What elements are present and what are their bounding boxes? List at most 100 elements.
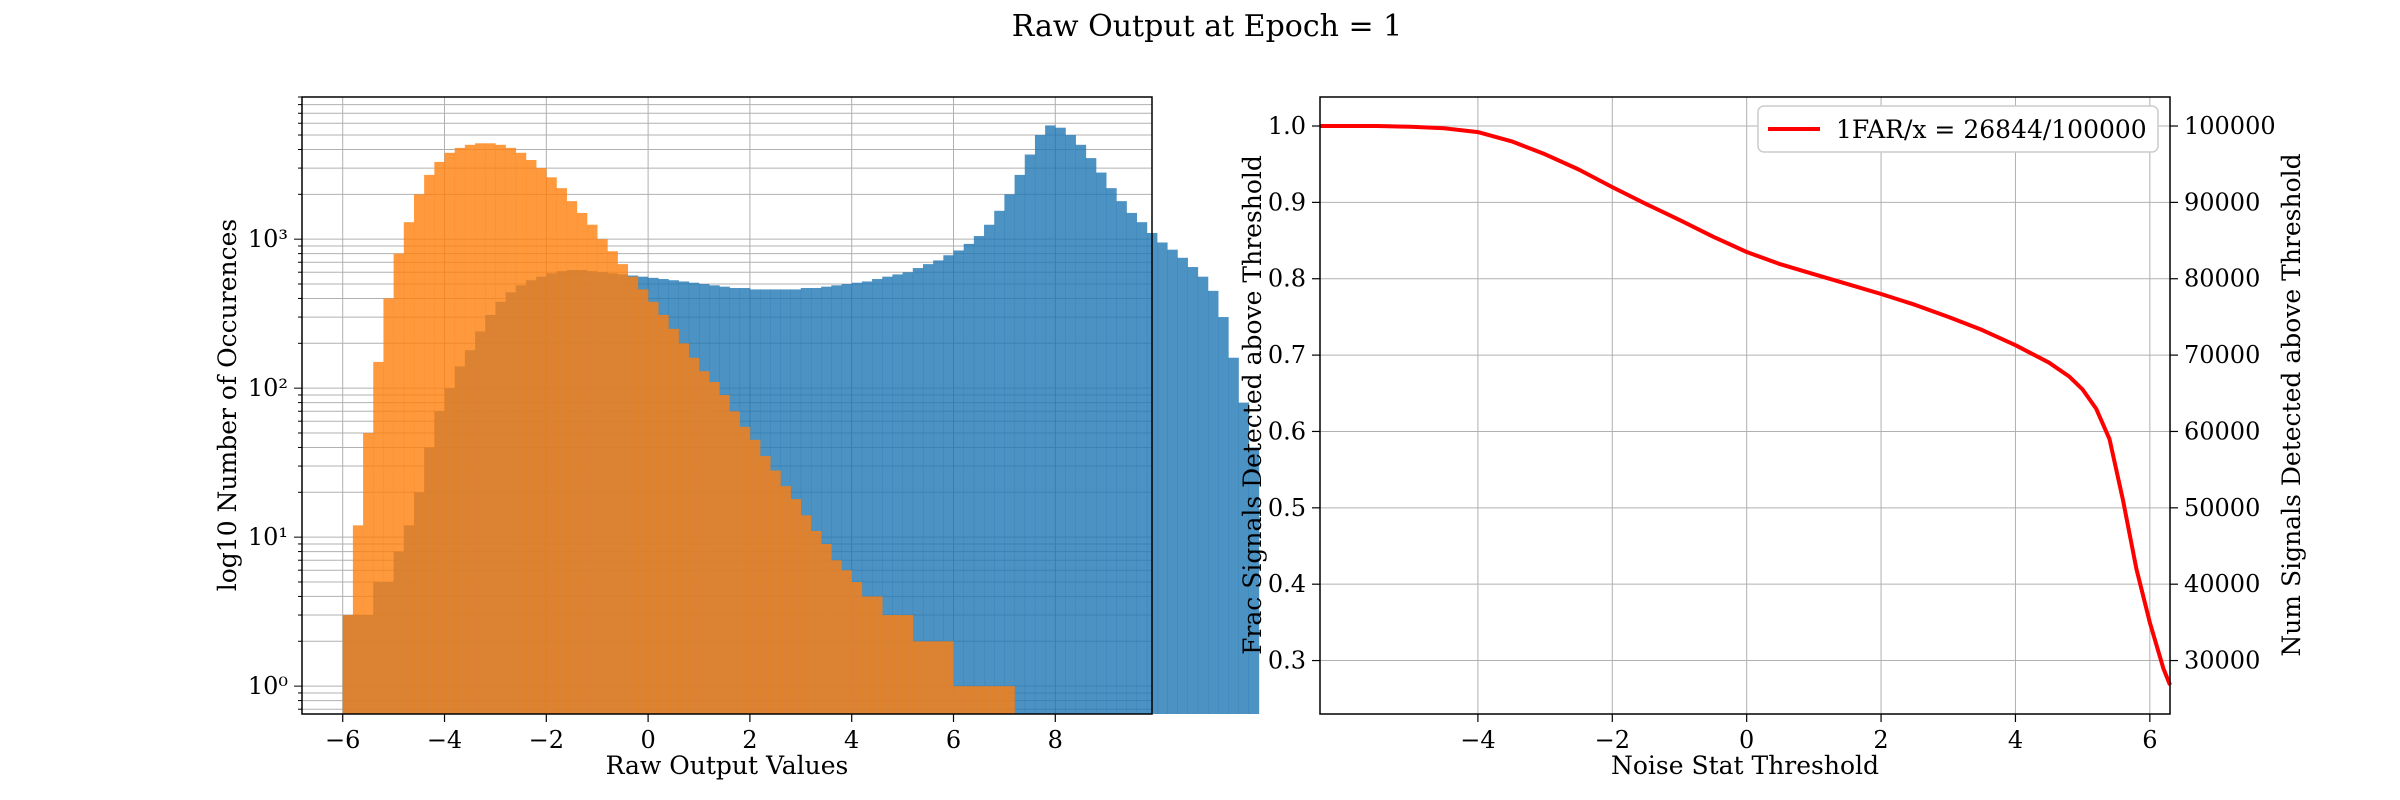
line-chart-y2-tick-label: 40000 xyxy=(2184,570,2260,598)
line-chart-y-axis-label: Frac Signals Detected above Threshold xyxy=(1238,155,1267,655)
histogram-bar-series-a xyxy=(973,236,985,715)
histogram-bar-series-b xyxy=(576,212,588,714)
histogram-bar-series-a xyxy=(922,264,934,714)
histogram-y-tick-label: 10² xyxy=(248,374,288,402)
histogram-bar-series-b xyxy=(403,222,415,714)
histogram-bar-series-b xyxy=(841,570,853,714)
histogram-bar-series-b xyxy=(485,143,496,714)
line-chart-x-tick-label: −4 xyxy=(1460,726,1495,754)
histogram-bar-series-a xyxy=(902,272,914,714)
histogram-bar-series-a xyxy=(1106,188,1117,714)
histogram-bar-series-b xyxy=(739,426,751,714)
line-chart-y2-axis-label: Num Signals Detected above Threshold xyxy=(2277,153,2306,656)
histogram-y-axis-label: log10 Number of Occurences xyxy=(213,219,242,592)
histogram-bar-series-a xyxy=(1136,222,1148,714)
line-chart-y-tick-label: 0.9 xyxy=(1268,188,1306,216)
histogram-bar-series-b xyxy=(475,143,486,714)
line-chart-y-tick-label: 0.5 xyxy=(1268,494,1306,522)
histogram-bar-series-a xyxy=(892,274,903,714)
line-chart-y-tick-label: 1.0 xyxy=(1268,112,1306,140)
histogram-bar-series-a xyxy=(1085,158,1097,715)
histogram-bar-series-b xyxy=(912,641,924,714)
histogram-bar-series-a xyxy=(912,268,924,714)
line-series-path xyxy=(1320,124,2172,686)
legend: 1FAR/x = 26844/100000 xyxy=(1757,105,2159,153)
histogram-bar-series-a xyxy=(872,279,883,714)
histogram-bar-series-a xyxy=(933,260,944,714)
histogram-bar-series-b xyxy=(1004,686,1015,714)
histogram-bar-series-a xyxy=(984,224,995,714)
histogram-bar-series-b xyxy=(953,686,964,714)
figure-title: Raw Output at Epoch = 1 xyxy=(1012,9,1403,44)
histogram-bar-series-b xyxy=(749,439,761,714)
line-chart-x-axis-label: Noise Stat Threshold xyxy=(1611,751,1879,780)
histogram-bar-series-b xyxy=(363,433,374,714)
histogram-bar-series-a xyxy=(831,285,842,714)
histogram-bar-series-b xyxy=(587,224,598,714)
line-chart-y2-tick-label: 70000 xyxy=(2184,341,2260,369)
histogram-bar-series-a xyxy=(821,286,832,714)
legend-box xyxy=(1757,105,2159,153)
histogram-x-tick-label: 8 xyxy=(1048,726,1063,754)
histogram-bar-series-b xyxy=(851,581,863,714)
histogram-bar-series-b xyxy=(444,152,455,714)
histogram-bar-series-b xyxy=(505,147,517,714)
histogram-x-tick-label: 2 xyxy=(742,726,757,754)
histogram-bar-series-a xyxy=(1065,135,1076,714)
line-chart: −4 −2 0 2 4 6 0.3 0.4 0.5 0.6 0.7 0.8 0.9 1.0 30000 400… xyxy=(1238,96,2306,780)
histogram-axes-frame xyxy=(301,96,1153,715)
histogram-x-tick-label: 6 xyxy=(946,726,961,754)
legend-label: 1FAR/x = 26844/100000 xyxy=(1836,115,2147,144)
histogram-y-tick-label: 10¹ xyxy=(248,523,288,551)
histogram-bar-series-b xyxy=(668,328,679,714)
histogram-bar-series-b xyxy=(984,686,995,714)
histogram-bar-series-b xyxy=(861,596,873,714)
histogram-bar-series-a xyxy=(810,288,822,714)
line-chart-x-tick-label: 4 xyxy=(2008,726,2023,754)
histogram-bar-series-a xyxy=(994,210,1005,714)
histogram-bar-series-a xyxy=(1116,201,1127,715)
histogram-bar-series-b xyxy=(617,264,629,714)
histogram-bar-series-b xyxy=(729,411,741,714)
histogram-bar-series-a xyxy=(1238,402,1250,714)
line-chart-y2-tick-label: 90000 xyxy=(2184,188,2260,216)
histogram-bar-series-a xyxy=(841,284,853,714)
histogram-bar-series-a xyxy=(1024,154,1036,715)
histogram-bar-series-b xyxy=(495,144,506,714)
line-chart-gridlines xyxy=(1320,97,2170,714)
line-chart-y2-tick-label: 80000 xyxy=(2184,265,2260,293)
histogram-bar-series-b xyxy=(546,177,557,714)
histogram-bar-series-b xyxy=(515,152,527,714)
histogram-bar-series-b xyxy=(770,470,781,714)
line-chart-x-tick-label: 6 xyxy=(2142,726,2157,754)
histogram-bar-series-a xyxy=(861,281,873,714)
histogram-y-tick-label: 10³ xyxy=(248,225,288,253)
histogram-bar-series-b xyxy=(637,289,649,714)
histogram-bar-series-b xyxy=(810,530,822,714)
histogram-bar-series-a xyxy=(1218,317,1229,714)
histogram-bar-series-b xyxy=(973,686,985,714)
histogram-bar-series-b xyxy=(648,301,659,714)
histogram-x-tick-label: −4 xyxy=(427,726,462,754)
histogram-bar-series-b xyxy=(821,543,832,714)
histogram-bar-series-a xyxy=(1004,194,1015,714)
histogram-bar-series-b xyxy=(780,486,791,714)
histogram-bar-series-b xyxy=(678,343,690,714)
line-chart-x-tick-label: −2 xyxy=(1595,726,1630,754)
histogram-bar-series-a xyxy=(1167,249,1178,714)
histogram-bar-series-a xyxy=(882,276,893,714)
line-chart-y2-tick-label: 50000 xyxy=(2184,494,2260,522)
line-chart-ticks: −4 −2 0 2 4 6 0.3 0.4 0.5 0.6 0.7 0.8 0.9 1.0 30000 400… xyxy=(1268,112,2276,754)
histogram-bar-series-b xyxy=(800,515,812,714)
histogram-bar-series-a xyxy=(1096,172,1107,715)
line-chart-y2-tick-label: 60000 xyxy=(2184,417,2260,445)
histogram-bar-series-a xyxy=(1034,135,1046,714)
histogram-x-tick-label: −2 xyxy=(529,726,564,754)
histogram-bar-series-b xyxy=(464,144,476,714)
histogram-bar-series-b xyxy=(882,615,893,714)
histogram-bar-series-b xyxy=(994,686,1005,714)
histogram-bar-series-a xyxy=(800,288,812,714)
line-chart-y-tick-label: 0.6 xyxy=(1268,417,1306,445)
histogram-bar-series-b xyxy=(872,596,883,714)
line-chart-series xyxy=(1320,124,2172,686)
